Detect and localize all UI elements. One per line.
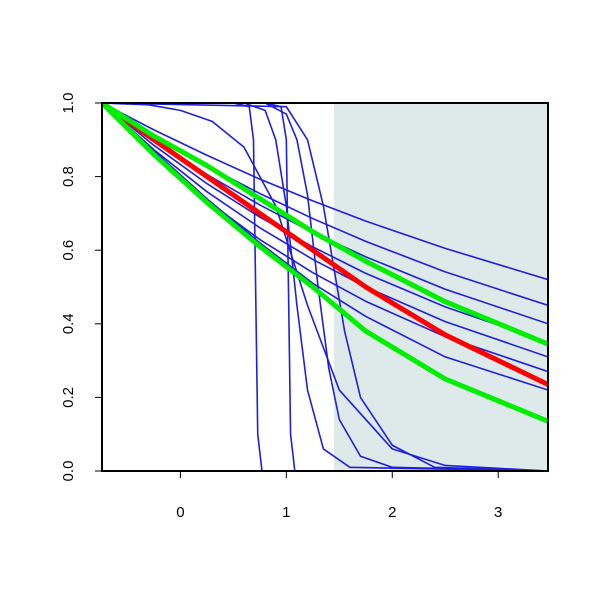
- x-tick-label: 3: [494, 504, 502, 521]
- curve: [102, 103, 548, 387]
- x-tick-label: 1: [282, 504, 290, 521]
- curve: [102, 103, 548, 347]
- x-tick-label: 0: [176, 504, 184, 521]
- y-tick-label: 1.0: [60, 93, 77, 114]
- curve: [102, 103, 548, 391]
- y-tick-label: 0.0: [60, 461, 77, 482]
- y-tick-label: 0.6: [60, 240, 77, 261]
- y-tick-label: 0.8: [60, 166, 77, 187]
- y-tick-label: 0.4: [60, 313, 77, 334]
- curve: [102, 103, 548, 358]
- x-tick-label: 2: [388, 504, 396, 521]
- curve: [102, 103, 548, 471]
- plot-frame: [101, 102, 549, 472]
- curve: [102, 103, 548, 424]
- plot-area: [102, 103, 548, 471]
- y-tick-label: 0.2: [60, 387, 77, 408]
- curve: [102, 103, 548, 471]
